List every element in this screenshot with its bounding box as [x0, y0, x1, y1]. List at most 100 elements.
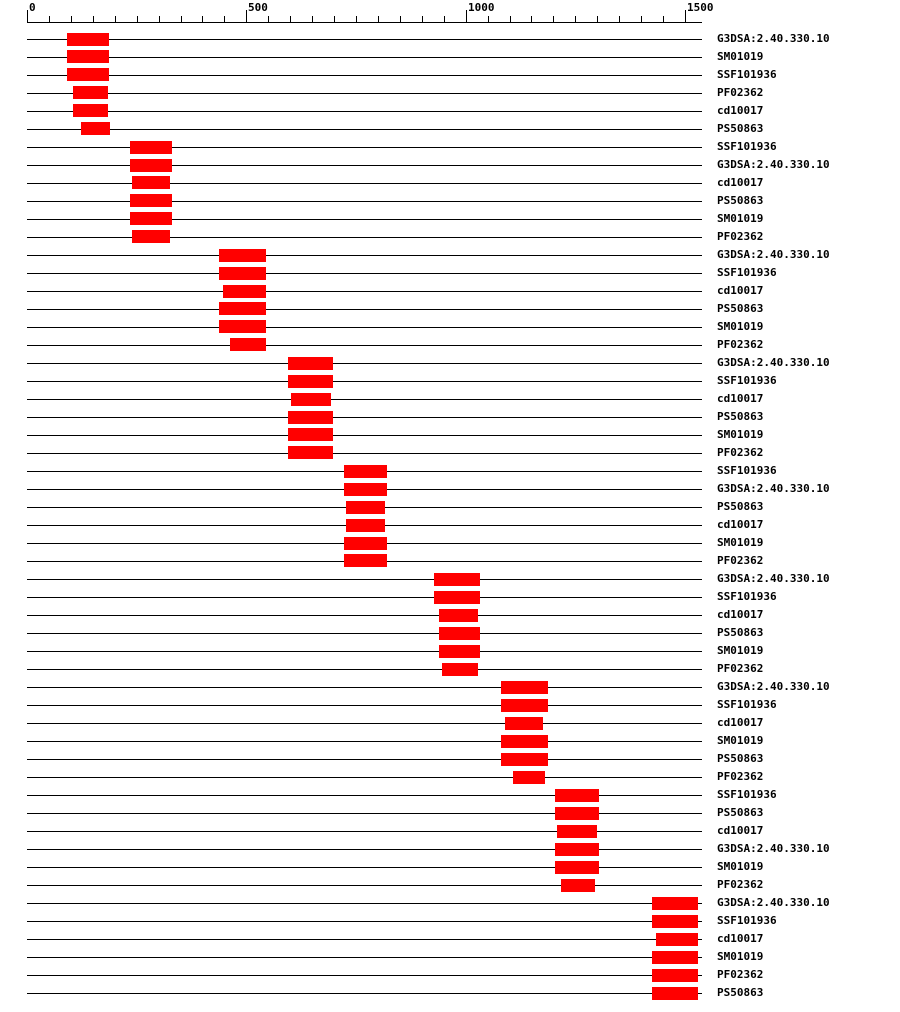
- domain-box[interactable]: [442, 662, 478, 676]
- domain-box[interactable]: [344, 554, 388, 568]
- domain-box[interactable]: [129, 194, 173, 208]
- track-baseline: [27, 795, 702, 797]
- track-label: PS50863: [717, 806, 764, 820]
- domain-box[interactable]: [512, 770, 546, 784]
- track-baseline: [27, 381, 702, 383]
- track-label: cd10017: [717, 518, 764, 532]
- domain-box[interactable]: [439, 644, 481, 658]
- domain-box[interactable]: [132, 230, 170, 244]
- domain-box[interactable]: [555, 842, 600, 856]
- track-baseline: [27, 831, 702, 833]
- domain-box[interactable]: [651, 968, 698, 982]
- track-label: SM01019: [717, 734, 764, 748]
- domain-box[interactable]: [219, 266, 267, 280]
- track-row: PF02362: [0, 444, 900, 462]
- domain-box[interactable]: [67, 68, 110, 82]
- track-row: G3DSA:2.40.330.10: [0, 894, 900, 912]
- track-label: G3DSA:2.40.330.10: [717, 482, 830, 496]
- domain-box[interactable]: [73, 104, 109, 118]
- domain-box[interactable]: [223, 284, 267, 298]
- axis-tick-minor: [224, 16, 225, 22]
- domain-box[interactable]: [555, 860, 600, 874]
- domain-box[interactable]: [501, 698, 548, 712]
- domain-box[interactable]: [651, 914, 698, 928]
- track-row: SM01019: [0, 858, 900, 876]
- domain-box[interactable]: [651, 896, 698, 910]
- domain-box[interactable]: [219, 302, 267, 316]
- domain-box[interactable]: [505, 716, 544, 730]
- track-label: SSF101936: [717, 374, 777, 388]
- track-label: PF02362: [717, 968, 764, 982]
- track-label: SSF101936: [717, 914, 777, 928]
- track-label: SSF101936: [717, 266, 777, 280]
- domain-box[interactable]: [655, 932, 698, 946]
- track-baseline: [27, 291, 702, 293]
- domain-box[interactable]: [287, 356, 334, 370]
- track-label: PF02362: [717, 662, 764, 676]
- domain-box[interactable]: [129, 212, 173, 226]
- track-baseline: [27, 849, 702, 851]
- track-baseline: [27, 92, 702, 94]
- track-label: G3DSA:2.40.330.10: [717, 32, 830, 45]
- domain-box[interactable]: [651, 986, 698, 1000]
- domain-box[interactable]: [73, 86, 109, 100]
- domain-box[interactable]: [439, 626, 481, 640]
- track-row: PS50863: [0, 120, 900, 138]
- domain-box[interactable]: [219, 248, 267, 262]
- domain-box[interactable]: [651, 950, 698, 964]
- domain-box[interactable]: [129, 140, 173, 154]
- track-label: G3DSA:2.40.330.10: [717, 356, 830, 370]
- track-baseline: [27, 723, 702, 725]
- track-label: PS50863: [717, 410, 764, 424]
- axis-tick-minor: [553, 16, 554, 22]
- domain-box[interactable]: [555, 788, 600, 802]
- track-label: SM01019: [717, 536, 764, 550]
- track-label: SM01019: [717, 211, 764, 225]
- domain-box[interactable]: [346, 518, 385, 532]
- domain-box[interactable]: [287, 410, 334, 424]
- x-axis: 0 500 1000 1500: [0, 0, 900, 34]
- axis-tick-minor: [356, 16, 357, 22]
- track-row: cd10017: [0, 930, 900, 948]
- domain-box[interactable]: [346, 500, 385, 514]
- domain-box[interactable]: [287, 374, 334, 388]
- track-baseline: [27, 903, 702, 905]
- domain-box[interactable]: [344, 536, 388, 550]
- domain-box[interactable]: [501, 680, 548, 694]
- track-row: G3DSA:2.40.330.10: [0, 840, 900, 858]
- domain-box[interactable]: [344, 482, 388, 496]
- domain-box[interactable]: [67, 50, 110, 64]
- track-label: PS50863: [717, 301, 764, 315]
- domain-box[interactable]: [132, 176, 170, 190]
- domain-box[interactable]: [501, 734, 548, 748]
- domain-box[interactable]: [219, 320, 267, 334]
- track-baseline: [27, 344, 702, 346]
- domain-box[interactable]: [80, 122, 111, 136]
- axis-tick-minor: [334, 16, 335, 22]
- track-baseline: [27, 182, 702, 184]
- domain-box[interactable]: [434, 590, 481, 604]
- domain-box[interactable]: [557, 824, 598, 838]
- track-row: PS50863: [0, 408, 900, 426]
- axis-tick-minor: [181, 16, 182, 22]
- domain-box[interactable]: [434, 572, 481, 586]
- axis-tick-label: 0: [29, 1, 36, 14]
- axis-tick-label: 500: [248, 1, 268, 14]
- track-row: PF02362: [0, 768, 900, 786]
- domain-box[interactable]: [561, 878, 596, 892]
- domain-box[interactable]: [129, 158, 173, 172]
- domain-box[interactable]: [287, 446, 334, 460]
- axis-tick-minor: [641, 16, 642, 22]
- domain-box[interactable]: [344, 464, 388, 478]
- track-label: SSF101936: [717, 140, 777, 154]
- domain-box[interactable]: [287, 428, 334, 442]
- track-baseline: [27, 651, 702, 653]
- track-baseline: [27, 434, 702, 436]
- domain-box[interactable]: [439, 608, 478, 622]
- track-label: G3DSA:2.40.330.10: [717, 248, 830, 262]
- domain-box[interactable]: [230, 338, 267, 352]
- domain-box[interactable]: [501, 752, 548, 766]
- domain-box[interactable]: [290, 392, 331, 406]
- domain-box[interactable]: [67, 32, 110, 46]
- domain-box[interactable]: [555, 806, 600, 820]
